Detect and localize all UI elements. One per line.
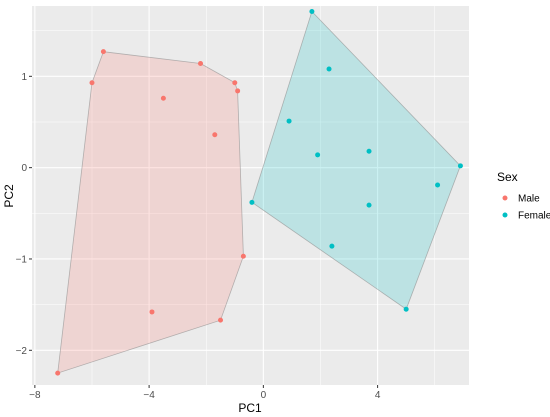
male-point: [89, 80, 95, 86]
female-point: [457, 163, 463, 169]
legend-key-female: [502, 212, 508, 218]
legend-label-female: Female: [518, 211, 550, 222]
legend-label-male: Male: [518, 194, 540, 205]
data-points: [55, 8, 463, 376]
minor-gridlines: [32, 6, 469, 385]
male-point: [160, 95, 166, 101]
female-point: [326, 66, 332, 72]
y-tick-label: 1: [21, 72, 27, 83]
y-tick-label: −1: [16, 254, 28, 265]
x-tick-label: −4: [143, 390, 155, 401]
male-point: [212, 132, 218, 138]
plot-panel: [32, 6, 469, 385]
female-point: [309, 8, 315, 14]
female-point: [286, 118, 292, 124]
y-tick-label: −2: [16, 346, 28, 357]
female-point: [249, 199, 255, 205]
x-tick-label: −8: [29, 390, 41, 401]
y-axis-title: PC2: [2, 184, 16, 208]
x-axis-title: PC1: [238, 401, 262, 415]
x-tick-label: 4: [375, 390, 381, 401]
y-axis-ticks: −2 −1 0 1: [16, 72, 32, 357]
female-point: [435, 182, 441, 188]
female-point: [403, 306, 409, 312]
male-point: [235, 88, 241, 94]
male-point: [55, 370, 61, 376]
male-point: [232, 80, 238, 86]
male-point: [198, 61, 204, 67]
x-tick-label: 0: [261, 390, 267, 401]
female-point: [366, 148, 372, 154]
legend: Sex Male Female: [497, 170, 550, 222]
legend-title: Sex: [497, 170, 518, 184]
female-point: [329, 243, 335, 249]
female-point: [315, 152, 321, 158]
y-tick-label: 0: [21, 163, 27, 174]
major-gridlines: [32, 6, 469, 385]
group-hulls: [57, 10, 461, 374]
male-point: [149, 309, 155, 315]
female-point: [366, 202, 372, 208]
male-point: [218, 317, 224, 323]
male-point: [100, 49, 106, 55]
x-axis-ticks: −8 −4 0 4: [29, 385, 381, 401]
legend-key-male: [502, 195, 508, 201]
male-point: [240, 253, 246, 259]
